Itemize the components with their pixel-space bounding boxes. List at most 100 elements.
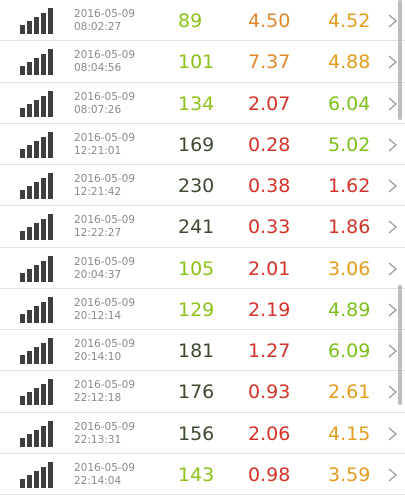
signal-bar xyxy=(34,182,39,199)
signal-bar xyxy=(34,17,39,34)
chevron-right-icon[interactable] xyxy=(385,302,399,318)
timestamp: 2016-05-09 20:04:37 xyxy=(74,256,135,282)
value-1: 230 xyxy=(178,175,215,197)
timestamp: 2016-05-09 22:13:31 xyxy=(74,421,135,447)
value-1: 156 xyxy=(178,422,215,445)
value-2: 2.06 xyxy=(248,422,291,445)
value-2: 0.93 xyxy=(248,381,291,404)
list-item[interactable]: 2016-05-09 22:12:18 176 0.93 2.61 xyxy=(0,371,405,413)
value-1: 105 xyxy=(178,257,215,280)
signal-bar xyxy=(27,433,32,447)
list-item[interactable]: 2016-05-09 12:21:01 169 0.28 5.02 xyxy=(0,124,405,165)
signal-strength-icon xyxy=(20,49,54,76)
list-item[interactable]: 2016-05-09 08:02:27 89 4.50 4.52 xyxy=(0,0,405,42)
value-3: 3.06 xyxy=(328,257,371,280)
list-item[interactable]: 2016-05-09 08:07:26 134 2.07 6.04 xyxy=(0,83,405,124)
signal-strength-icon xyxy=(20,296,54,323)
chevron-right-icon[interactable] xyxy=(385,178,399,194)
timestamp-date: 2016-05-09 xyxy=(74,173,136,185)
chevron-right-icon[interactable] xyxy=(385,467,399,483)
signal-bar xyxy=(48,379,53,406)
value-2: 0.38 xyxy=(248,175,291,197)
value-2: 1.27 xyxy=(248,340,291,362)
signal-bar xyxy=(20,313,25,323)
signal-bar xyxy=(48,420,53,447)
chevron-right-icon[interactable] xyxy=(385,219,399,235)
chevron-right-icon[interactable] xyxy=(385,137,399,153)
timestamp-date: 2016-05-09 xyxy=(74,379,136,392)
timestamp-date: 2016-05-09 xyxy=(74,90,136,103)
signal-bar xyxy=(41,301,46,323)
signal-bar xyxy=(34,58,39,76)
chevron-right-icon[interactable] xyxy=(385,426,399,442)
list-item[interactable]: 2016-05-09 20:12:14 129 2.19 4.89 xyxy=(0,289,405,330)
list-item[interactable]: 2016-05-09 12:21:42 230 0.38 1.62 xyxy=(0,165,405,207)
signal-bar xyxy=(20,190,25,199)
timestamp-time: 22:13:31 xyxy=(74,433,122,446)
signal-bar xyxy=(48,296,53,323)
signal-strength-icon xyxy=(20,214,54,241)
chevron-right-icon[interactable] xyxy=(385,96,399,112)
list-item[interactable]: 2016-05-09 20:04:37 105 2.01 3.06 xyxy=(0,248,405,289)
value-3: 6.09 xyxy=(328,340,371,362)
timestamp: 2016-05-09 20:14:10 xyxy=(74,338,135,364)
value-3: 4.15 xyxy=(328,422,371,445)
signal-bar xyxy=(41,343,46,364)
signal-bar xyxy=(34,388,39,406)
value-3: 4.89 xyxy=(328,298,371,321)
signal-bar xyxy=(20,231,25,241)
timestamp-date: 2016-05-09 xyxy=(74,296,136,309)
signal-bar xyxy=(20,437,25,447)
timestamp-date: 2016-05-09 xyxy=(74,338,136,350)
value-1: 134 xyxy=(178,92,215,115)
chevron-right-icon[interactable] xyxy=(385,343,399,359)
timestamp: 2016-05-09 22:12:18 xyxy=(74,379,135,405)
timestamp-date: 2016-05-09 xyxy=(74,255,136,268)
signal-bar xyxy=(27,474,32,488)
value-1: 176 xyxy=(178,381,215,404)
signal-strength-icon xyxy=(20,338,54,364)
signal-bar xyxy=(34,223,39,241)
signal-strength-icon xyxy=(20,379,54,406)
signal-bar xyxy=(41,136,46,158)
signal-bar xyxy=(48,214,53,241)
timestamp: 2016-05-09 12:22:27 xyxy=(74,214,135,240)
timestamp: 2016-05-09 08:07:26 xyxy=(74,91,135,117)
list-item[interactable]: 2016-05-09 22:14:04 143 0.98 3.59 xyxy=(0,454,405,495)
value-1: 241 xyxy=(178,216,215,239)
timestamp-time: 12:21:01 xyxy=(74,144,122,157)
signal-bar xyxy=(34,470,39,488)
value-3: 2.61 xyxy=(328,381,371,404)
chevron-right-icon[interactable] xyxy=(385,261,399,277)
signal-bar xyxy=(48,49,53,76)
signal-bar xyxy=(27,186,32,199)
signal-bar xyxy=(48,173,53,199)
timestamp-time: 08:07:26 xyxy=(74,103,122,116)
value-3: 5.02 xyxy=(328,133,371,156)
signal-strength-icon xyxy=(20,90,54,117)
chevron-right-icon[interactable] xyxy=(385,384,399,400)
chevron-right-icon[interactable] xyxy=(385,54,399,70)
timestamp-time: 08:04:56 xyxy=(74,62,122,75)
signal-bar xyxy=(20,25,25,34)
signal-bar xyxy=(27,144,32,158)
signal-bar xyxy=(27,227,32,241)
scrollbar-bottom[interactable] xyxy=(398,285,402,405)
timestamp: 2016-05-09 20:12:14 xyxy=(74,297,135,323)
signal-strength-icon xyxy=(20,173,54,199)
signal-bar xyxy=(41,178,46,199)
value-2: 2.01 xyxy=(248,257,291,280)
list-item[interactable]: 2016-05-09 08:04:56 101 7.37 4.88 xyxy=(0,41,405,83)
scrollbar-top[interactable] xyxy=(398,0,402,120)
value-2: 7.37 xyxy=(248,51,291,74)
value-2: 2.07 xyxy=(248,92,291,115)
signal-bar xyxy=(27,309,32,323)
signal-bar xyxy=(34,99,39,117)
list-item[interactable]: 2016-05-09 22:13:31 156 2.06 4.15 xyxy=(0,413,405,454)
timestamp-date: 2016-05-09 xyxy=(74,420,136,433)
list-item[interactable]: 2016-05-09 20:14:10 181 1.27 6.09 xyxy=(0,330,405,372)
chevron-right-icon[interactable] xyxy=(385,13,399,29)
list-item[interactable]: 2016-05-09 12:22:27 241 0.33 1.86 xyxy=(0,206,405,248)
signal-strength-icon xyxy=(20,420,54,447)
